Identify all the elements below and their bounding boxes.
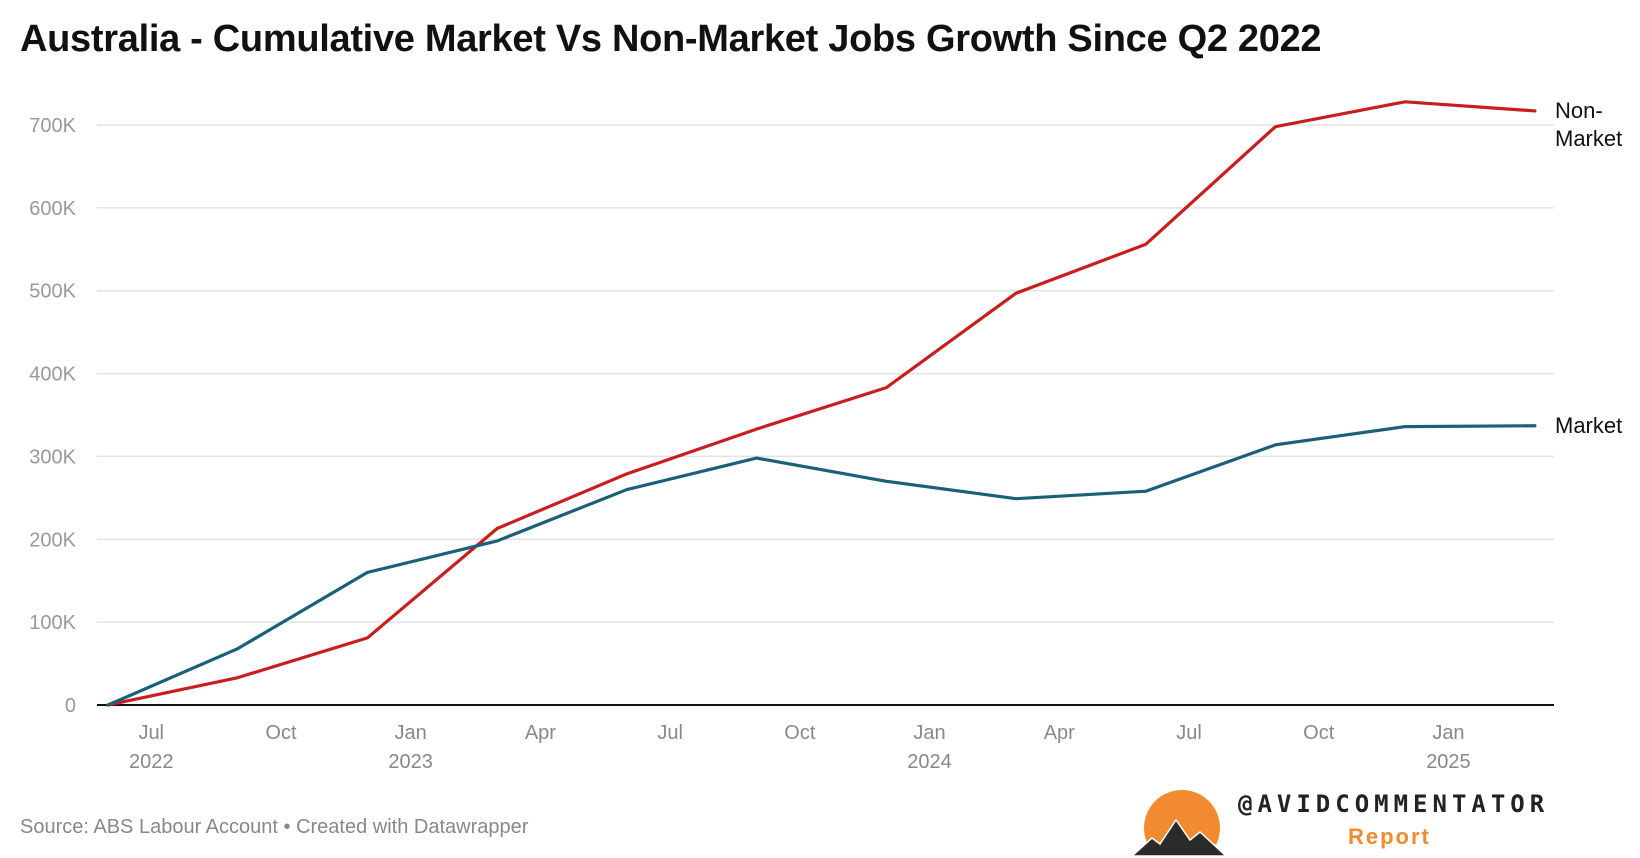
x-tick-label: Jan	[913, 722, 945, 744]
x-tick-label: Jan	[395, 722, 427, 744]
x-tick-label: Oct	[784, 722, 816, 744]
y-tick-label: 200K	[29, 529, 76, 551]
brand-logo: @AVIDCOMMENTATOR Report	[1130, 786, 1630, 858]
x-tick-label: Oct	[1303, 722, 1335, 744]
x-tick-label: Apr	[1044, 722, 1075, 744]
series-label: Non-	[1555, 98, 1603, 123]
y-tick-label: 700K	[29, 115, 76, 137]
x-tick-year: 2022	[129, 751, 174, 773]
x-tick-label: Jan	[1432, 722, 1464, 744]
y-tick-label: 600K	[29, 198, 76, 220]
x-tick-label: Jul	[138, 722, 164, 744]
logo-report: Report	[1348, 824, 1431, 849]
source-note: Source: ABS Labour Account • Created wit…	[20, 816, 529, 838]
x-tick-year: 2023	[388, 751, 433, 773]
x-tick-label: Oct	[265, 722, 297, 744]
x-tick-label: Jul	[657, 722, 683, 744]
y-tick-label: 500K	[29, 281, 76, 303]
series-line-market	[106, 424, 1537, 707]
y-tick-label: 100K	[29, 612, 76, 634]
x-tick-label: Apr	[525, 722, 556, 744]
series-label: Market	[1555, 413, 1622, 438]
x-tick-year: 2024	[907, 751, 952, 773]
chart-title: Australia - Cumulative Market Vs Non-Mar…	[20, 18, 1322, 60]
y-tick-label: 400K	[29, 364, 76, 386]
series-label: Market	[1555, 126, 1622, 151]
mountain-sun-icon	[1130, 790, 1230, 858]
logo-handle: @AVIDCOMMENTATOR	[1238, 790, 1550, 818]
x-tick-label: Jul	[1176, 722, 1202, 744]
y-tick-label: 300K	[29, 446, 76, 468]
y-tick-label: 0	[65, 695, 76, 717]
x-tick-year: 2025	[1426, 751, 1471, 773]
series-line-non-market	[106, 100, 1537, 707]
